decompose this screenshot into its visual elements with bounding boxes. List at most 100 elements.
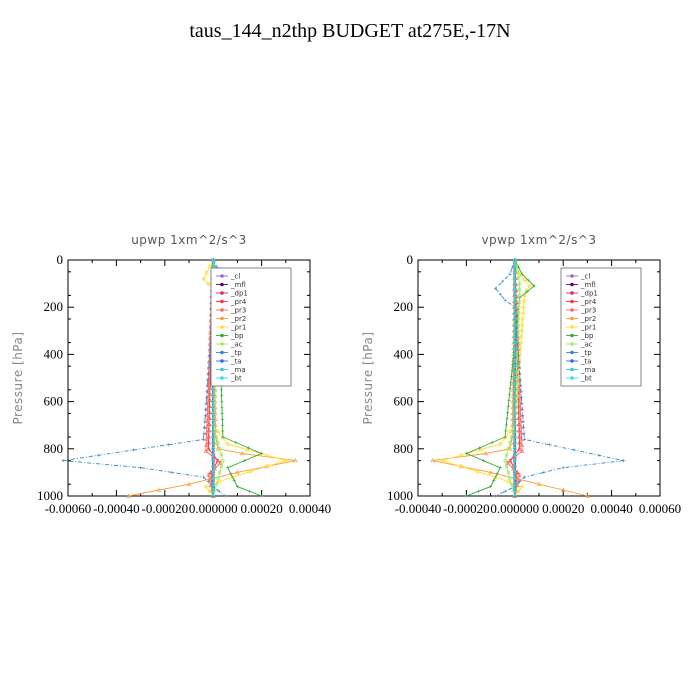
data-point	[235, 484, 239, 489]
data-point	[522, 278, 527, 282]
data-point	[516, 376, 521, 380]
legend-label: _pr3	[230, 307, 246, 315]
data-point	[211, 452, 215, 457]
legend-label: _bp	[580, 332, 594, 340]
data-point	[513, 299, 517, 304]
data-point	[247, 489, 252, 493]
data-point	[513, 346, 517, 351]
y-axis-label: Pressure [hPa]	[11, 331, 25, 424]
legend-swatch-marker	[570, 367, 574, 372]
data-point	[207, 385, 213, 390]
data-point	[226, 466, 230, 470]
data-point	[208, 264, 212, 269]
data-point	[430, 458, 435, 463]
data-point	[513, 482, 517, 486]
y-tick-label: 800	[44, 441, 64, 456]
data-point	[217, 489, 221, 493]
data-point	[204, 401, 208, 405]
data-point	[220, 411, 224, 415]
data-point	[211, 435, 215, 439]
legend: _cl_mfl_dp1_pr4_pr3_pr2_pr1_bp_ac_tp_ta_…	[560, 267, 642, 387]
data-point	[520, 323, 525, 327]
data-point	[520, 272, 524, 276]
data-point	[508, 476, 512, 481]
data-point	[513, 358, 517, 363]
x-tick-label: 0.00040	[590, 501, 632, 516]
legend-swatch-marker	[220, 316, 224, 321]
legend-swatch-marker	[220, 342, 224, 346]
data-point	[516, 409, 522, 414]
data-point	[513, 417, 517, 422]
data-point	[206, 428, 212, 433]
data-point	[505, 417, 509, 421]
legend-swatch-marker	[570, 282, 574, 287]
data-point	[520, 329, 524, 333]
legend-label: _ta	[230, 358, 242, 366]
legend-label: _ma	[580, 366, 596, 374]
data-point	[219, 394, 224, 398]
data-point	[522, 437, 527, 441]
data-point	[131, 448, 135, 452]
data-point	[513, 423, 517, 427]
data-point	[503, 435, 507, 439]
data-point	[509, 482, 514, 486]
data-point	[211, 393, 215, 398]
data-point	[211, 388, 215, 392]
data-point	[513, 340, 517, 345]
data-point	[513, 393, 517, 398]
data-point	[217, 470, 222, 475]
data-point	[501, 279, 505, 283]
data-point	[458, 464, 462, 468]
data-point	[518, 377, 522, 381]
data-point	[221, 458, 225, 463]
series-line-pr3	[205, 259, 222, 497]
data-point	[219, 452, 224, 457]
data-point	[513, 352, 517, 357]
data-point	[513, 270, 517, 274]
data-point	[490, 440, 494, 445]
data-point	[211, 405, 215, 410]
legend-label: _tp	[230, 349, 242, 357]
y-axis-label: Pressure [hPa]	[361, 331, 375, 424]
data-point	[293, 458, 298, 463]
data-point	[206, 446, 211, 451]
data-point	[513, 317, 517, 321]
data-point	[440, 458, 444, 463]
data-point	[522, 425, 526, 429]
legend-label: _bp	[230, 332, 244, 340]
data-point	[204, 270, 209, 275]
legend-swatch-marker	[570, 308, 574, 312]
data-point	[504, 464, 509, 469]
legend-label: _pr4	[230, 298, 247, 306]
data-point	[513, 275, 517, 280]
data-point	[223, 494, 227, 498]
data-point	[513, 441, 517, 445]
data-point	[61, 459, 65, 463]
data-point	[201, 475, 206, 479]
data-point	[520, 484, 524, 489]
data-point	[526, 278, 530, 282]
data-point	[508, 386, 512, 391]
legend-label: _ac	[230, 341, 243, 349]
data-point	[517, 472, 522, 477]
data-point	[498, 466, 502, 470]
y-tick-label: 0	[407, 252, 414, 267]
legend-swatch-marker	[570, 291, 574, 295]
x-tick-label: 0.000000	[490, 501, 539, 516]
data-point	[211, 482, 215, 486]
data-point	[513, 287, 517, 292]
y-tick-label: 800	[394, 441, 414, 456]
data-point	[211, 399, 215, 404]
data-point	[522, 431, 526, 435]
data-point	[230, 475, 235, 479]
data-point	[513, 399, 517, 404]
data-point	[207, 365, 211, 369]
y-tick-label: 1000	[387, 488, 413, 503]
data-point	[560, 487, 566, 492]
data-point	[518, 383, 523, 387]
legend-label: _pr2	[580, 315, 596, 323]
data-point	[508, 272, 512, 276]
data-point	[509, 374, 514, 379]
data-point	[516, 353, 520, 357]
data-point	[498, 292, 502, 296]
